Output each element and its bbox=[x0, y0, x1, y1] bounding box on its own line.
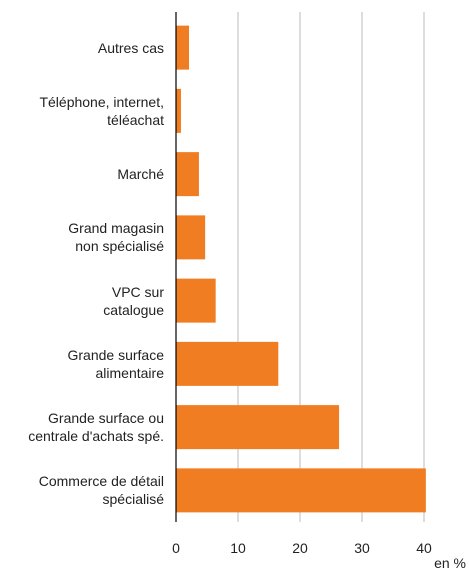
y-tick-label: Grande surface alimentaire bbox=[67, 346, 165, 381]
x-tick-label: 0 bbox=[172, 540, 180, 556]
x-axis-label: en % bbox=[434, 555, 466, 571]
bar bbox=[176, 405, 340, 450]
bar bbox=[176, 215, 206, 260]
bar bbox=[176, 468, 426, 513]
bar bbox=[176, 88, 181, 133]
bar bbox=[176, 25, 190, 70]
x-tick-label: 20 bbox=[292, 540, 308, 556]
y-tick-label: Marché bbox=[117, 166, 164, 183]
bar bbox=[176, 341, 279, 386]
bar bbox=[176, 278, 216, 323]
y-tick-label: VPC sur catalogue bbox=[103, 283, 164, 318]
y-tick-label: Grand magasin non spécialisé bbox=[68, 220, 164, 255]
bar bbox=[176, 152, 199, 197]
x-tick-label: 10 bbox=[230, 540, 246, 556]
y-tick-label: Commerce de détail spécialisé bbox=[38, 473, 164, 508]
y-tick-label: Grande surface ou centrale d'achats spé. bbox=[28, 410, 164, 445]
x-tick-label: 30 bbox=[354, 540, 370, 556]
y-tick-label: Autres cas bbox=[97, 39, 164, 56]
y-tick-label: Téléphone, internet, téléachat bbox=[39, 93, 164, 128]
x-tick-label: 40 bbox=[416, 540, 432, 556]
